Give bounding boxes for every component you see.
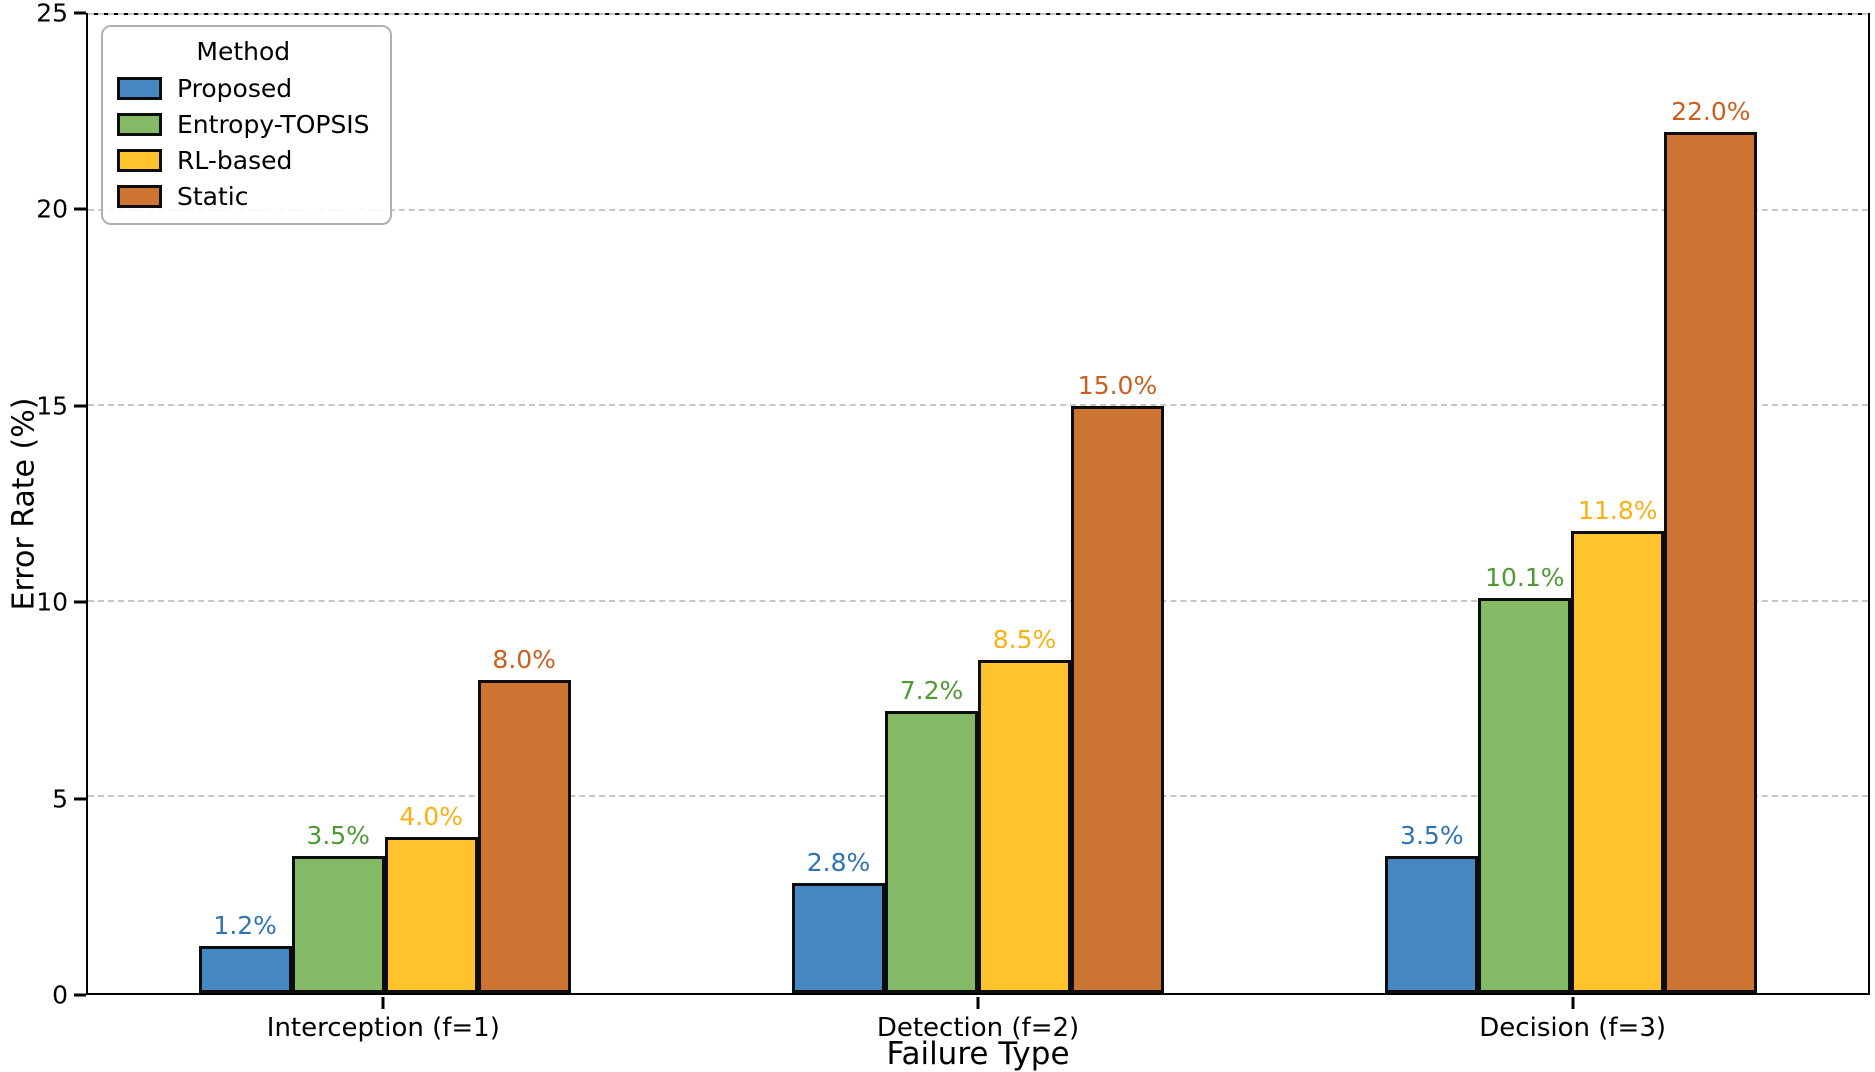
bar-wrap: 3.5% <box>291 15 385 993</box>
plot-area: 1.2% 3.5% 4.0% 8.0% 2.8% 7.2% 8.5% 15.0% 3.5% 10.… <box>86 13 1870 995</box>
y-tick-label: 0 <box>52 980 68 1010</box>
bar-wrap: 7.2% <box>885 15 978 993</box>
y-tick-label: 25 <box>36 0 68 28</box>
bar-proposed <box>792 883 885 993</box>
bar-proposed <box>1385 856 1479 993</box>
legend-entry-label: Entropy-TOPSIS <box>177 110 370 139</box>
bar-value-label: 10.1% <box>1485 562 1565 592</box>
bar-entropy-topsis <box>291 856 385 993</box>
bar-wrap: 1.2% <box>198 15 292 993</box>
bar-value-label: 22.0% <box>1671 97 1751 127</box>
gridline <box>88 208 1868 211</box>
bar-group: 2.8% 7.2% 8.5% 15.0% <box>792 15 1164 993</box>
y-tick-mark <box>74 11 86 15</box>
bar-static <box>477 680 571 993</box>
bar-entropy-topsis <box>885 711 978 993</box>
bar-value-label: 4.0% <box>399 801 463 831</box>
legend-entry: Proposed <box>117 74 370 103</box>
bar-static <box>1071 406 1164 993</box>
bar-static <box>1664 132 1758 993</box>
bar-wrap: 4.0% <box>384 15 478 993</box>
bar-value-label: 8.5% <box>992 625 1057 655</box>
y-tick-label: 15 <box>36 391 68 421</box>
legend-title: Method <box>196 37 291 66</box>
bar-wrap: 11.8% <box>1571 15 1665 993</box>
bar-value-label: 1.2% <box>213 911 277 941</box>
legend-entry: RL-based <box>117 146 370 175</box>
bar-value-label: 11.8% <box>1578 496 1658 526</box>
bar-rl-based <box>384 836 478 993</box>
legend-entry: Entropy-TOPSIS <box>117 110 370 139</box>
bar-group: 3.5% 10.1% 11.8% 22.0% <box>1385 15 1758 993</box>
bar-wrap: 15.0% <box>1071 15 1164 993</box>
bar-wrap: 3.5% <box>1385 15 1479 993</box>
y-tick-label: 5 <box>52 784 68 814</box>
x-tick-mark <box>976 997 980 1009</box>
bar-rl-based <box>1571 531 1665 993</box>
legend-swatch-icon <box>117 77 162 100</box>
x-tick-mark <box>1571 997 1575 1009</box>
bar-proposed <box>198 946 292 993</box>
bar-wrap: 22.0% <box>1664 15 1758 993</box>
legend-swatch-icon <box>117 113 162 136</box>
x-axis: Interception (f=1) Detection (f=2) Decisio… <box>86 995 1870 1043</box>
y-tick-label: 20 <box>36 194 68 224</box>
y-axis: 0 5 10 15 20 25 <box>0 1 86 1008</box>
legend-swatch-icon <box>117 185 162 208</box>
bar-value-label: 15.0% <box>1077 371 1158 401</box>
gridline <box>88 13 1868 15</box>
bar-value-label: 8.0% <box>492 645 556 675</box>
legend-entry: Static <box>117 182 370 211</box>
x-axis-title: Failure Type <box>886 1036 1070 1072</box>
y-tick-mark <box>74 207 86 211</box>
legend-entry-label: Static <box>177 182 249 211</box>
y-tick-mark <box>74 797 86 801</box>
x-tick-label: Detection (f=2) <box>876 1013 1080 1043</box>
bar-value-label: 7.2% <box>899 676 964 706</box>
gridline <box>88 404 1868 407</box>
bar-group: 1.2% 3.5% 4.0% 8.0% <box>198 15 571 993</box>
y-tick-mark <box>74 993 86 997</box>
bar-rl-based <box>978 660 1071 993</box>
y-tick-mark <box>74 404 86 408</box>
x-tick-label: Decision (f=3) <box>1479 1013 1667 1043</box>
bar-value-label: 2.8% <box>806 848 871 878</box>
legend-entries: Proposed Entropy-TOPSIS RL-based Static <box>117 74 370 211</box>
bar-entropy-topsis <box>1478 597 1572 993</box>
bar-wrap: 2.8% <box>792 15 885 993</box>
x-tick-label: Interception (f=1) <box>266 1013 500 1043</box>
bar-wrap: 10.1% <box>1478 15 1572 993</box>
legend: Method Proposed Entropy-TOPSIS RL-based Sta… <box>101 25 392 225</box>
gridline <box>88 599 1868 602</box>
y-tick-label: 10 <box>36 587 68 617</box>
bar-value-label: 3.5% <box>306 821 370 851</box>
bar-wrap: 8.0% <box>477 15 571 993</box>
legend-entry-label: RL-based <box>177 146 293 175</box>
bar-wrap: 8.5% <box>978 15 1071 993</box>
legend-entry-label: Proposed <box>177 74 293 103</box>
y-tick-mark <box>74 600 86 604</box>
bar-value-label: 3.5% <box>1400 821 1464 851</box>
legend-swatch-icon <box>117 149 162 172</box>
x-tick-mark <box>381 997 385 1009</box>
